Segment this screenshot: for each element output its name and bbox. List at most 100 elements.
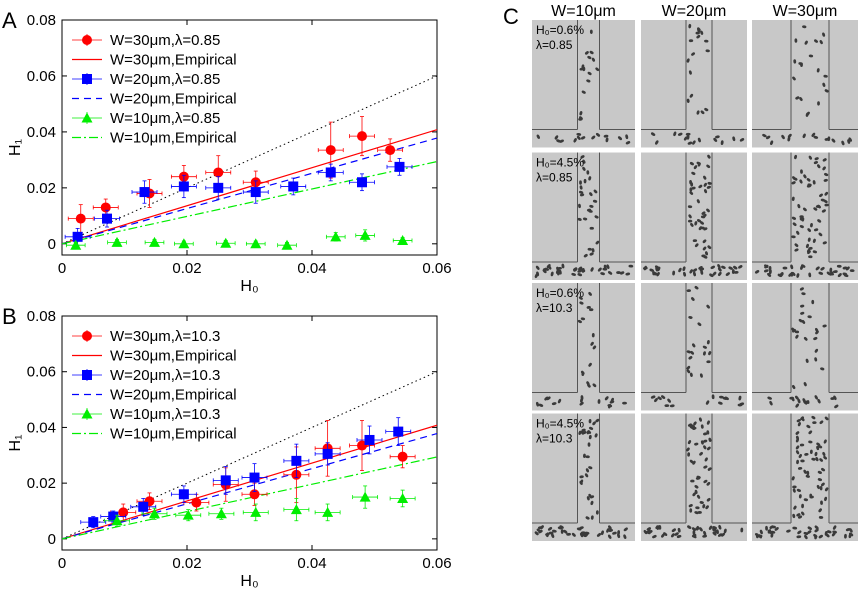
cell (791, 396, 795, 402)
cell (692, 492, 696, 497)
cell (586, 430, 590, 435)
cell (801, 417, 805, 422)
cell (792, 485, 797, 489)
y-tick-label: 0.08 (27, 12, 56, 29)
data-point (250, 238, 262, 249)
cell (707, 245, 712, 249)
cell (694, 243, 699, 248)
cell (787, 136, 791, 142)
cell (591, 57, 596, 62)
cell (700, 424, 704, 429)
cell (705, 49, 710, 53)
cell (689, 93, 694, 98)
cell (802, 25, 807, 29)
row-label-lambda: λ=0.85 (536, 171, 573, 185)
cell (818, 508, 822, 513)
cell (718, 267, 722, 272)
cell (703, 445, 707, 450)
cell (586, 305, 591, 309)
cell (814, 395, 818, 400)
cell (552, 529, 557, 533)
cell (798, 62, 803, 65)
cell (687, 205, 693, 209)
micrograph-tile (532, 413, 635, 541)
cell (703, 175, 707, 180)
cell (808, 255, 813, 259)
cell (608, 534, 612, 539)
y-axis-label: H₁ (7, 139, 24, 156)
cell (672, 270, 676, 276)
cell (832, 525, 837, 530)
cell (801, 264, 806, 268)
cell (814, 451, 818, 457)
panel-a-chart: A 0 0.02 0.04 0.06 0 0.02 0.04 0.06 0.08 H₀ H₁ W=30μ… (2, 8, 452, 295)
series-square (64, 158, 413, 246)
cell (796, 513, 801, 517)
cell (767, 273, 772, 277)
cell (791, 216, 797, 220)
cell (807, 526, 812, 530)
cell (608, 528, 614, 532)
cell (694, 485, 699, 489)
cell (718, 271, 722, 277)
cell (806, 178, 811, 182)
cell (758, 534, 762, 539)
cell (571, 272, 576, 276)
cell (795, 445, 800, 450)
cell (767, 529, 772, 534)
cell (709, 273, 714, 278)
x-tick-label: 0.02 (172, 555, 201, 572)
data-point (364, 434, 375, 445)
cell (708, 351, 712, 356)
cell (677, 527, 681, 533)
legend-marker (82, 35, 92, 45)
cell (596, 533, 602, 537)
cell (682, 266, 686, 272)
row-label-h0: H₀=0.6% (536, 286, 584, 300)
cell (578, 203, 581, 209)
cell (738, 395, 742, 401)
cell (588, 176, 592, 181)
series-triangle (104, 485, 416, 527)
cell (815, 205, 821, 208)
cell (802, 207, 807, 212)
cell (580, 430, 585, 435)
cell (795, 96, 800, 100)
cell (536, 401, 540, 407)
data-point (291, 455, 302, 466)
cell (700, 270, 704, 275)
cell (592, 421, 596, 426)
cell (697, 28, 701, 33)
data-point (102, 213, 112, 224)
cell (706, 430, 710, 435)
cell (792, 222, 797, 227)
cell (837, 273, 842, 278)
cell (817, 101, 820, 106)
cell (588, 426, 594, 430)
cell (740, 527, 744, 533)
panel-c-micrographs: C W=10μm W=20μm W=30μmH₀=0.6%λ=0.85H₀=4.5%… (503, 3, 858, 541)
cell (687, 525, 692, 529)
cell (781, 134, 785, 140)
cell (796, 535, 802, 539)
cell (538, 403, 544, 407)
cell (546, 396, 551, 401)
data-point (357, 177, 367, 188)
cell (823, 74, 828, 78)
cell (769, 400, 773, 406)
data-point (149, 508, 160, 519)
cell (581, 268, 585, 273)
row-label-h0: H₀=4.5% (536, 156, 584, 170)
cell (822, 32, 826, 37)
cell (703, 351, 706, 356)
cell (590, 267, 594, 272)
cell (817, 219, 822, 223)
cell (696, 219, 702, 223)
cell (803, 469, 807, 474)
cell (818, 516, 824, 519)
empirical-line (62, 432, 437, 540)
cell (799, 225, 804, 229)
cell (686, 134, 690, 140)
cell (590, 500, 594, 506)
